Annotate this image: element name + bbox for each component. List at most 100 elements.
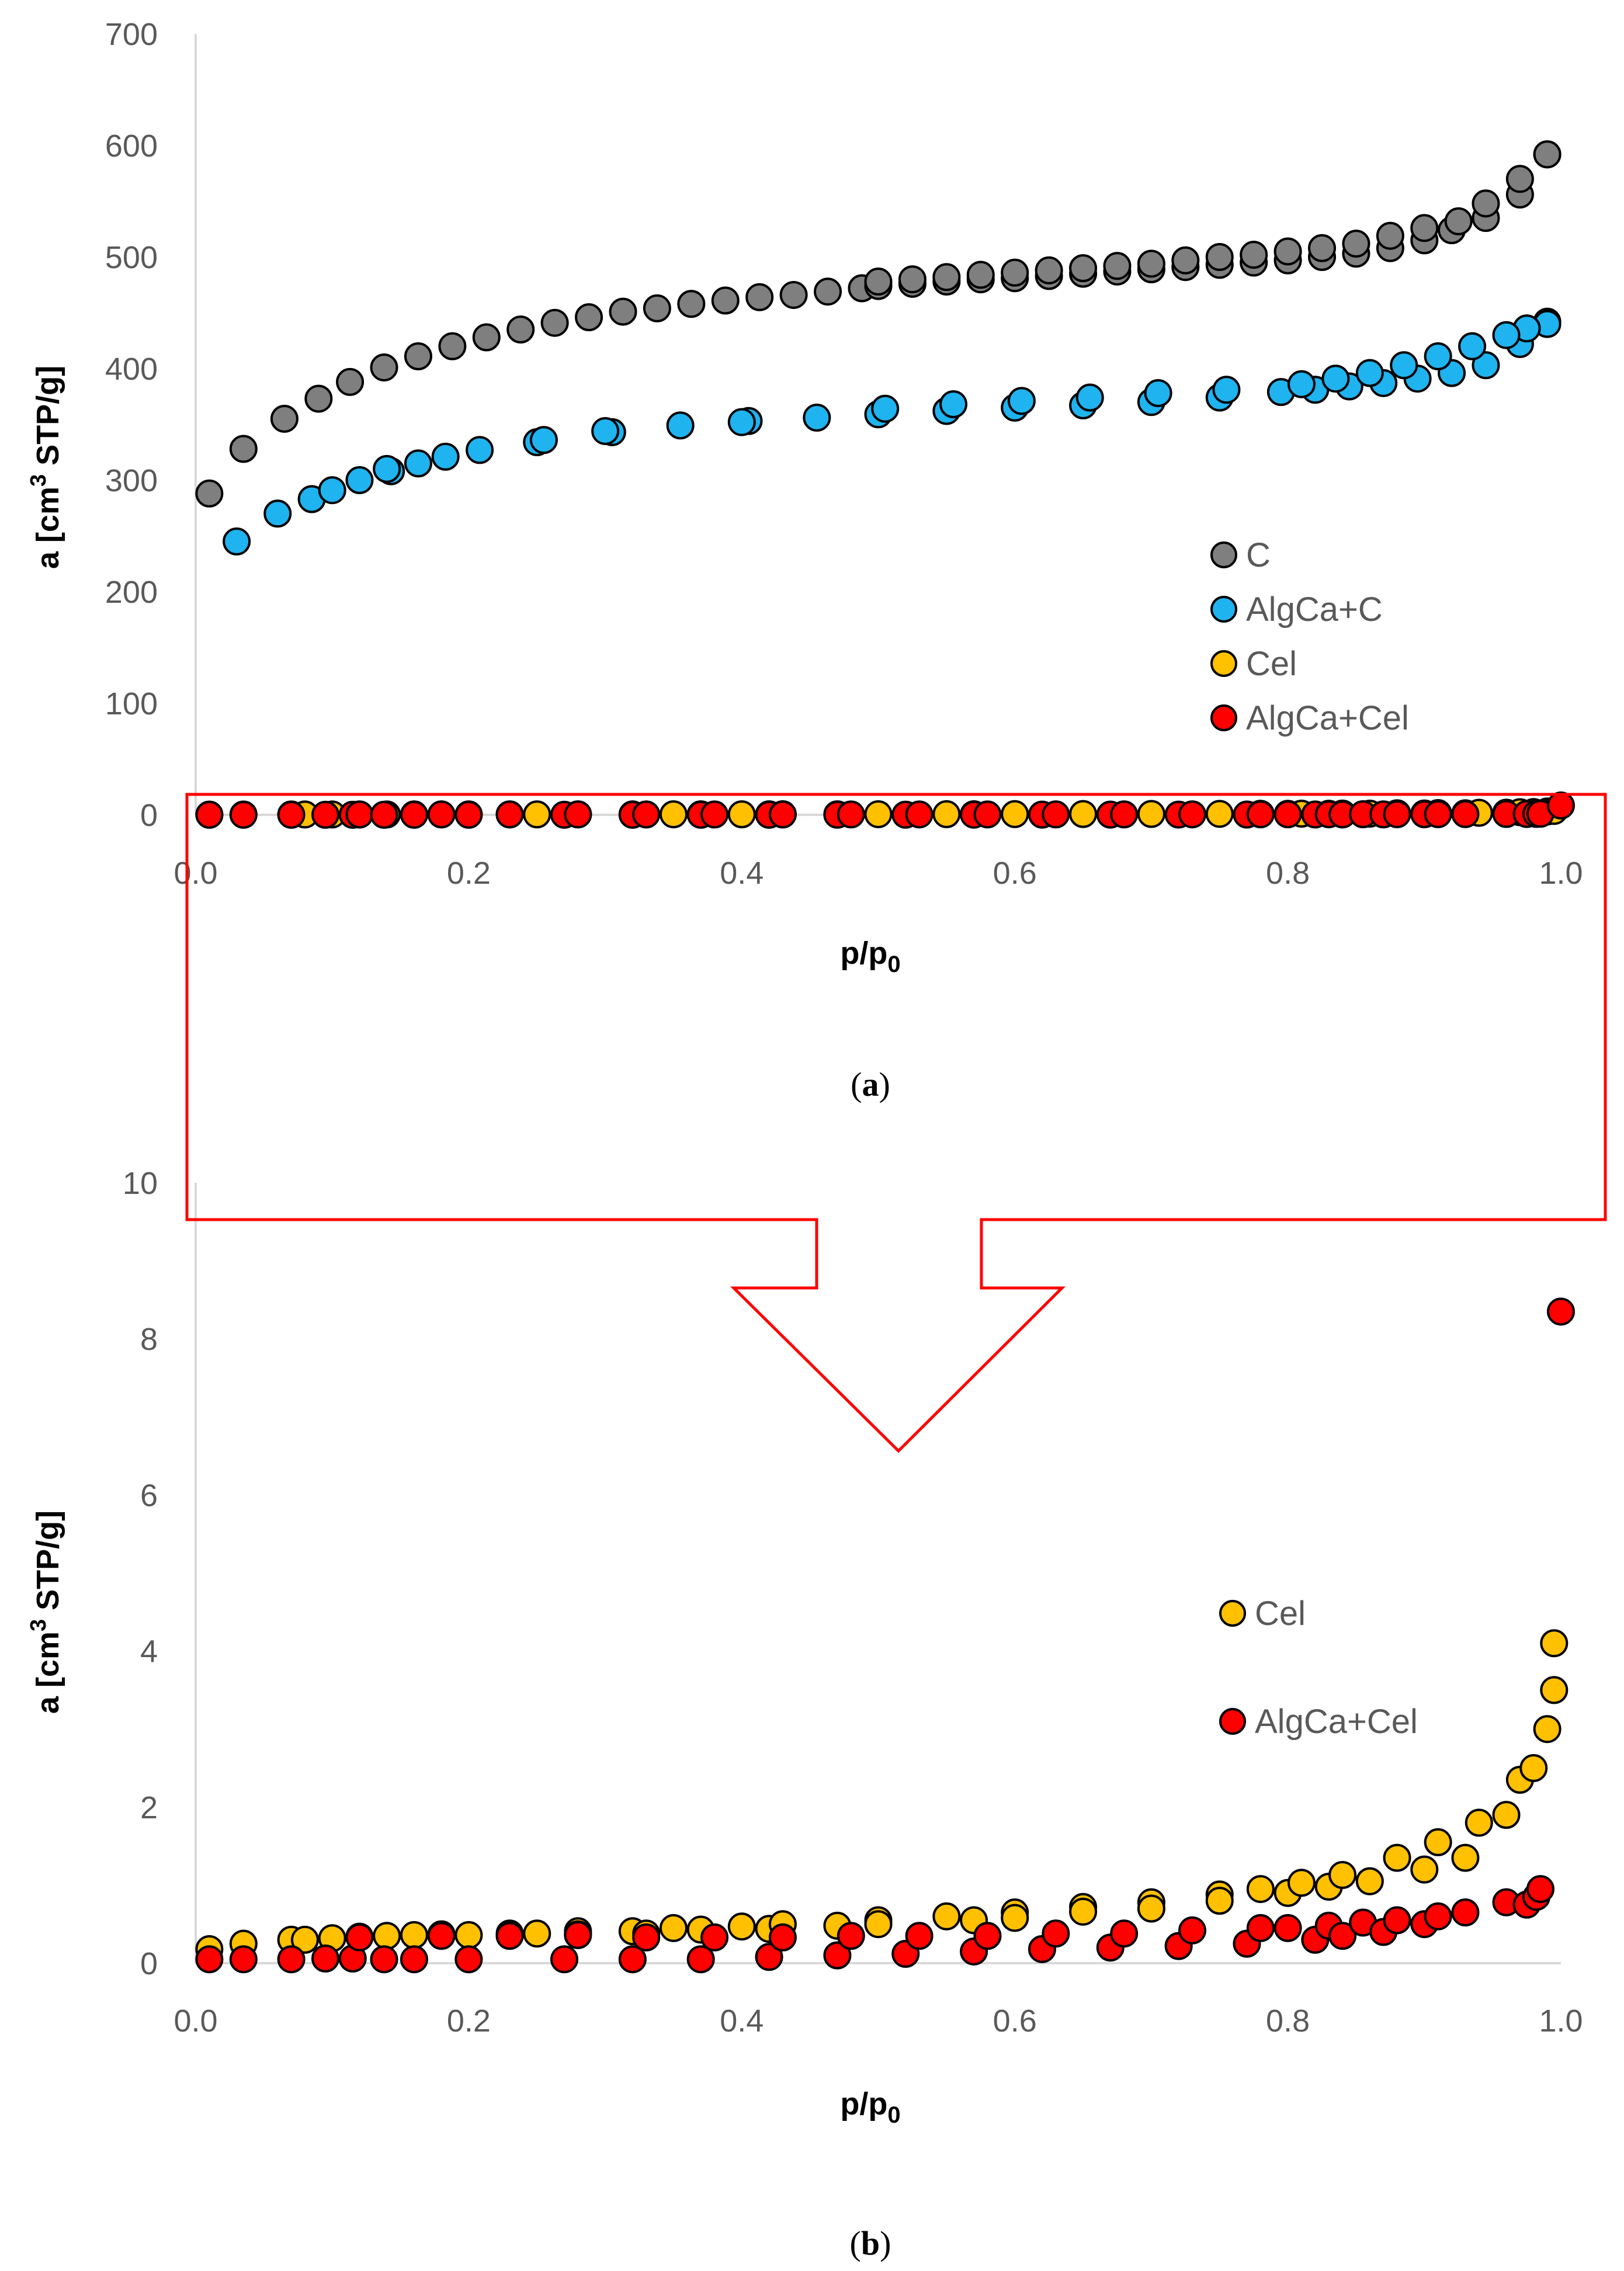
data-point-algca-c bbox=[871, 394, 900, 423]
legend-label-cel: Cel bbox=[1255, 1595, 1306, 1633]
data-point-c bbox=[506, 315, 535, 344]
data-point-cel bbox=[1451, 1843, 1480, 1872]
data-point-c bbox=[404, 342, 432, 370]
data-point-algca-cel bbox=[564, 1921, 592, 1949]
data-point-algca-c bbox=[1287, 370, 1316, 398]
data-point-c bbox=[779, 280, 808, 309]
chart-panel-a: 0 100 200 300 400 500 600 700 0.0 0.2 0.4 0.6 0.8 1.0… bbox=[26, 17, 1583, 1103]
legend-marker-algca-c bbox=[1210, 596, 1237, 623]
data-point-algca-c bbox=[223, 527, 251, 556]
data-point-cel bbox=[1001, 800, 1029, 828]
data-point-algca-cel bbox=[768, 800, 797, 829]
data-point-algca-cel bbox=[1246, 1914, 1275, 1942]
data-point-cel bbox=[1383, 1843, 1411, 1872]
x-tick-label: 0.0 bbox=[173, 856, 217, 891]
data-point-cel bbox=[1069, 800, 1098, 828]
data-point-cel bbox=[1519, 1754, 1548, 1782]
data-point-algca-cel bbox=[229, 800, 258, 829]
data-point-c bbox=[370, 353, 398, 382]
data-point-algca-cel bbox=[618, 1945, 647, 1974]
data-point-algca-cel bbox=[1547, 1297, 1575, 1326]
data-point-cel bbox=[659, 800, 688, 829]
data-point-algca-cel bbox=[905, 800, 934, 829]
data-point-algca-cel bbox=[454, 1945, 483, 1974]
data-point-c bbox=[1342, 230, 1370, 258]
y-tick-label: 400 bbox=[105, 352, 158, 387]
data-point-algca-cel bbox=[632, 800, 661, 829]
data-point-algca-c bbox=[345, 466, 374, 494]
x-tick-label: 1.0 bbox=[1539, 2003, 1583, 2039]
x-tick-label: 0.2 bbox=[447, 2003, 491, 2039]
data-point-algca-c bbox=[466, 436, 494, 464]
data-point-cel bbox=[1533, 1715, 1561, 1744]
y-tick-label: 300 bbox=[105, 463, 158, 498]
data-point-algca-cel bbox=[1273, 800, 1302, 829]
chart-panel-b: 0 2 4 6 8 10 0.0 0.2 0.4 0.6 0.8 1.0 Cel AlgCa+Cel p… bbox=[26, 1166, 1583, 2262]
data-point-c bbox=[1444, 207, 1473, 235]
data-point-algca-cel bbox=[495, 800, 524, 829]
legend-label-algca-cel: AlgCa+Cel bbox=[1246, 699, 1409, 737]
data-point-algca-cel bbox=[550, 1945, 578, 1974]
data-point-algca-cel bbox=[1451, 800, 1480, 828]
data-point-algca-cel bbox=[229, 1945, 258, 1974]
data-point-algca-cel bbox=[427, 800, 456, 829]
data-point-algca-cel bbox=[905, 1922, 934, 1950]
legend-marker-algca-cel bbox=[1219, 1708, 1246, 1735]
axes-a: 0 100 200 300 400 500 600 700 0.0 0.2 0.4 0.6 0.8 1.0 bbox=[105, 17, 1583, 891]
data-point-algca-cel bbox=[345, 1923, 374, 1951]
data-point-algca-cel bbox=[1383, 1906, 1411, 1935]
data-point-algca-cel bbox=[973, 800, 1002, 829]
data-point-cel bbox=[864, 1910, 893, 1939]
data-point-algca-c bbox=[1390, 351, 1418, 380]
data-point-algca-c bbox=[1075, 383, 1104, 412]
data-point-c bbox=[677, 290, 706, 318]
data-point-algca-cel bbox=[1246, 800, 1275, 829]
y-tick-label: 8 bbox=[140, 1322, 158, 1357]
data-point-c bbox=[711, 286, 740, 315]
data-point-algca-cel bbox=[277, 1945, 306, 1974]
data-point-c bbox=[745, 283, 774, 311]
data-point-algca-cel bbox=[454, 800, 483, 829]
y-tick-label: 100 bbox=[105, 686, 158, 721]
data-point-c bbox=[1308, 234, 1337, 262]
data-point-c bbox=[1505, 165, 1534, 193]
data-points-b bbox=[195, 1297, 1575, 1974]
data-point-algca-cel bbox=[195, 1945, 224, 1974]
data-point-c bbox=[1205, 243, 1234, 271]
data-point-cel bbox=[1328, 1861, 1357, 1890]
data-point-algca-cel bbox=[195, 800, 224, 829]
data-point-cel bbox=[932, 1902, 961, 1930]
data-point-c bbox=[1103, 252, 1132, 280]
y-axis-label-a: a [cm3 STP/g] bbox=[26, 366, 65, 569]
data-point-c bbox=[1035, 256, 1063, 284]
data-point-algca-c bbox=[404, 449, 432, 478]
data-point-c bbox=[898, 265, 926, 294]
data-point-algca-cel bbox=[400, 1945, 428, 1974]
data-point-algca-c bbox=[431, 442, 460, 471]
data-point-cel bbox=[290, 1925, 319, 1954]
data-point-algca-cel bbox=[1110, 800, 1139, 829]
x-tick-label: 0.8 bbox=[1266, 2003, 1310, 2039]
data-point-c bbox=[1240, 241, 1268, 269]
data-point-c bbox=[1137, 249, 1165, 278]
data-point-algca-c bbox=[727, 408, 756, 436]
data-point-algca-cel bbox=[1273, 1914, 1302, 1942]
data-point-c bbox=[229, 435, 258, 463]
data-point-algca-cel bbox=[277, 800, 306, 829]
data-point-cel bbox=[1137, 800, 1165, 828]
x-tick-label: 0.8 bbox=[1266, 856, 1310, 891]
data-point-c bbox=[438, 332, 467, 360]
data-point-c bbox=[1001, 258, 1029, 287]
y-axis-label-b: a [cm3 STP/g] bbox=[26, 1510, 65, 1714]
data-point-algca-cel bbox=[1178, 800, 1207, 829]
data-point-c bbox=[270, 404, 299, 433]
data-point-cel bbox=[523, 1919, 551, 1948]
data-point-cel bbox=[1137, 1894, 1165, 1923]
data-point-c bbox=[932, 263, 961, 291]
data-point-algca-cel bbox=[837, 800, 865, 829]
data-point-c bbox=[609, 297, 637, 326]
x-tick-label: 1.0 bbox=[1539, 856, 1583, 891]
legend-label-algca-c: AlgCa+C bbox=[1246, 591, 1383, 628]
legend-label-algca-cel: AlgCa+Cel bbox=[1255, 1703, 1418, 1741]
data-point-c bbox=[643, 294, 671, 322]
